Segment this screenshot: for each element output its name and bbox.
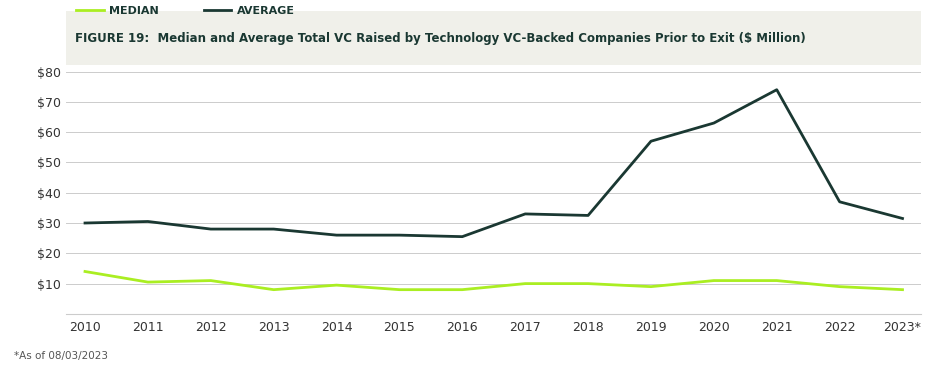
Text: FIGURE 19:  Median and Average Total VC Raised by Technology VC-Backed Companies: FIGURE 19: Median and Average Total VC R… — [75, 32, 804, 45]
Legend: MEDIAN, AVERAGE: MEDIAN, AVERAGE — [72, 1, 299, 20]
Text: *As of 08/03/2023: *As of 08/03/2023 — [14, 351, 108, 361]
